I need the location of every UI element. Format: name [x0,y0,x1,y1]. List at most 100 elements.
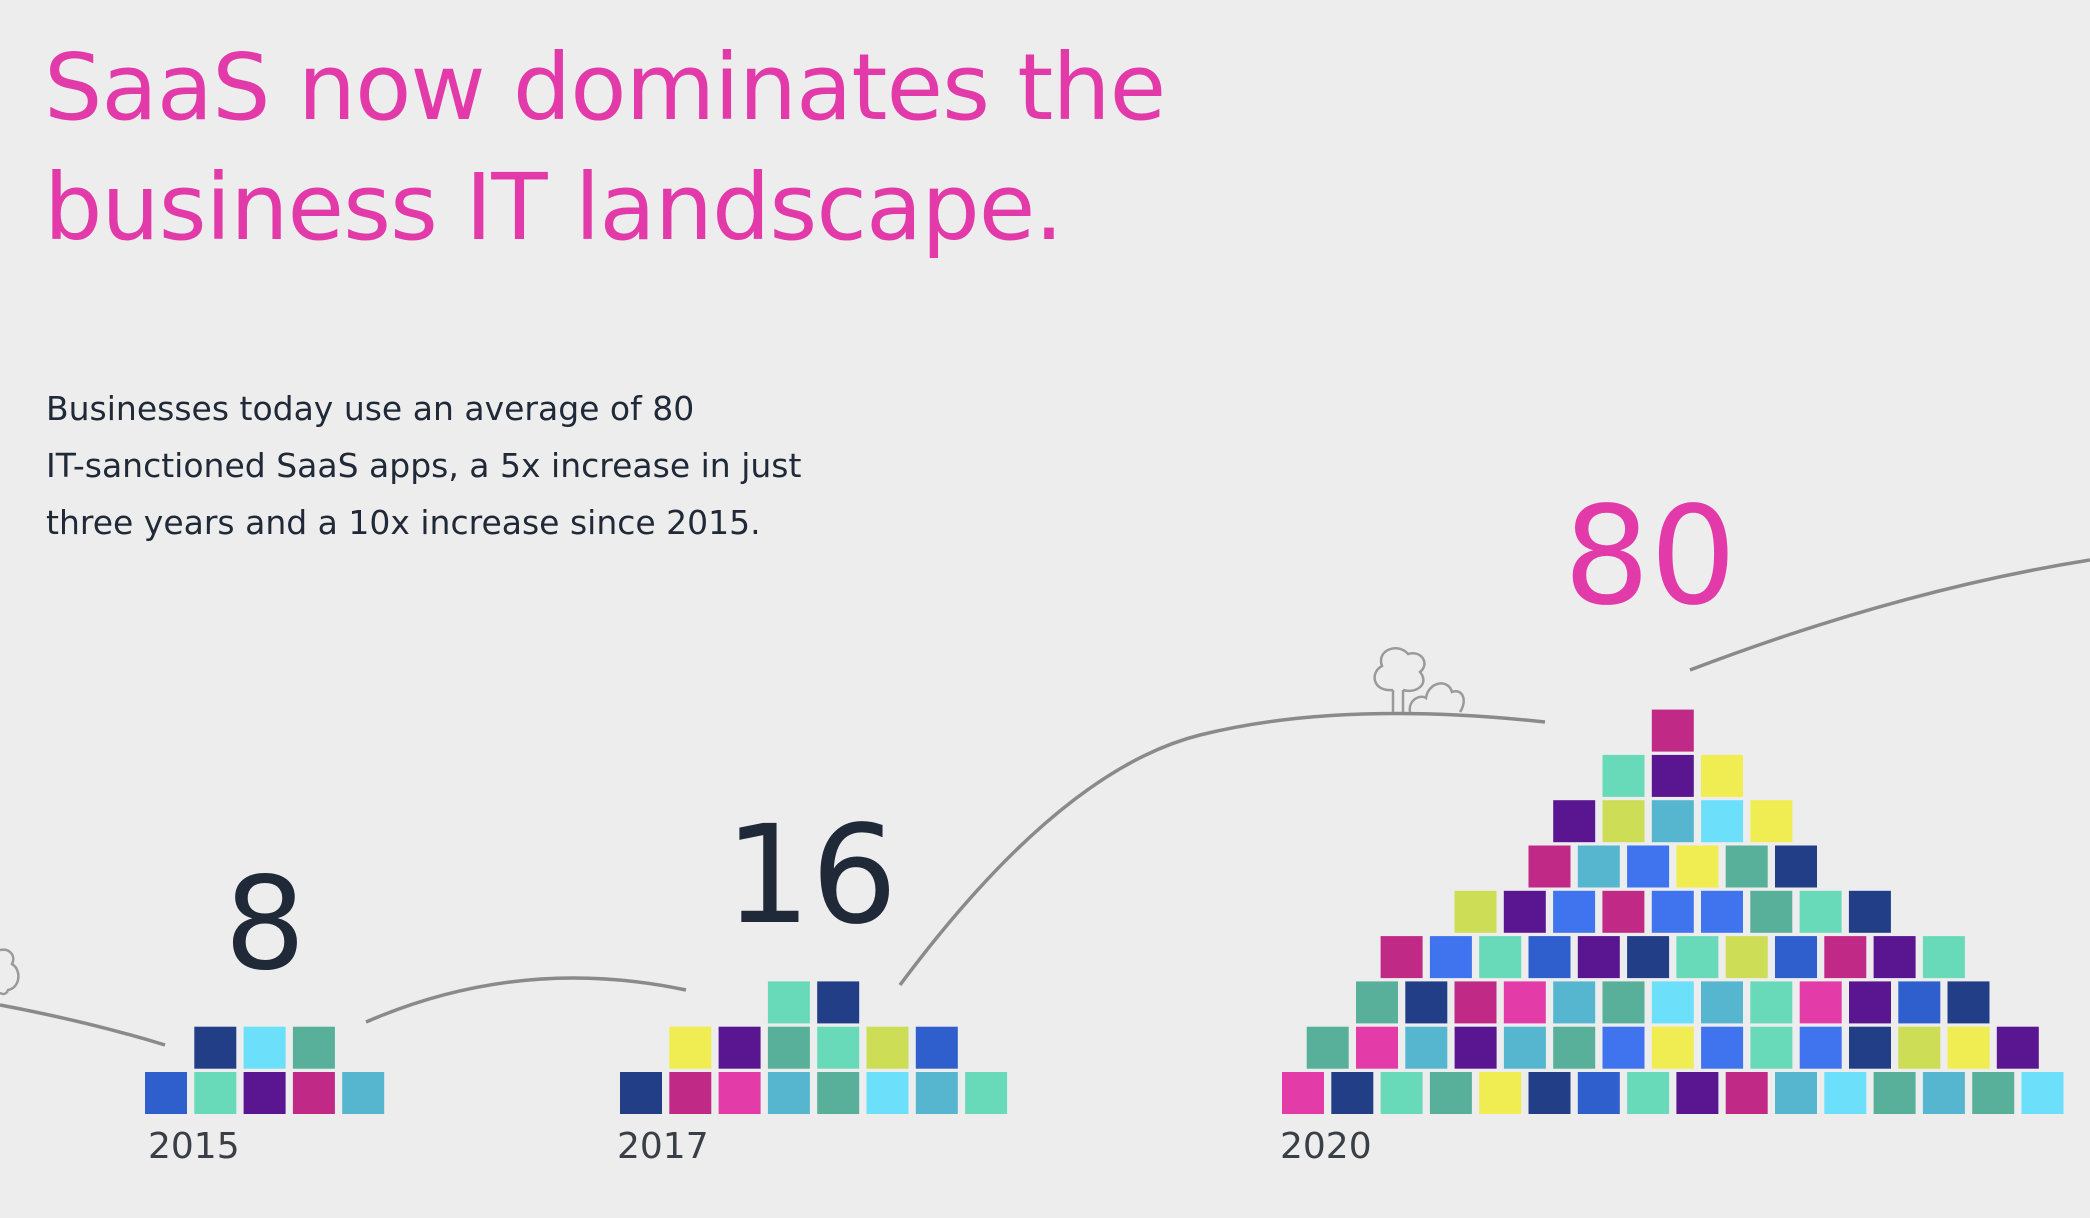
app-square [866,1072,909,1114]
app-square [1725,1072,1768,1114]
app-square [1528,936,1571,979]
tree-icon [1373,647,1426,712]
app-square [1503,890,1546,933]
app-square [1503,1026,1546,1069]
app-square [1996,1026,2039,1069]
app-square [1651,981,1694,1024]
app-square [1947,981,1990,1024]
app-stack-2020 [1282,709,2064,1114]
app-square [194,1026,237,1069]
app-square [1429,936,1472,979]
app-square [817,1026,860,1069]
app-square [1627,845,1670,888]
app-square [1725,936,1768,979]
app-square [1775,1072,1817,1114]
app-square [1799,890,1842,933]
app-square [194,1072,237,1114]
app-square [1503,981,1546,1024]
app-square [1824,936,1867,979]
app-square [1750,981,1793,1024]
app-square [1577,1072,1620,1114]
app-square [1701,754,1743,797]
app-square [1602,890,1645,933]
year-label-2017: 2017 [617,1126,709,1167]
app-square [669,1026,712,1069]
app-square [915,1072,958,1114]
app-square [669,1072,712,1114]
app-square [2021,1072,2064,1114]
app-square [1577,936,1620,979]
app-square [1651,800,1694,843]
app-square [1849,1026,1891,1069]
app-square [1898,1026,1941,1069]
app-square [1947,1026,1990,1069]
app-square [1602,981,1645,1024]
app-square [817,1072,860,1114]
app-square [1873,936,1916,979]
app-square [292,1072,335,1114]
app-square [1405,981,1448,1024]
app-square [1873,1072,1916,1114]
year-label-2015: 2015 [148,1126,240,1167]
value-label-2020: 80 [1563,478,1736,636]
app-square [1725,845,1768,888]
app-square [1651,890,1694,933]
app-square [1701,1026,1744,1069]
body-line-3: three years and a 10x increase since 201… [46,503,761,542]
app-square [1306,1026,1349,1069]
value-label-2017: 16 [724,797,897,955]
app-square [1429,1072,1472,1114]
app-square [1627,1072,1670,1114]
app-square [1701,800,1744,843]
app-square [1602,1026,1645,1069]
app-square [1331,1072,1374,1114]
headline-line-1: SaaS now dominates the [44,34,1166,141]
app-square [1553,800,1596,843]
app-stacks [145,709,2064,1114]
app-square [1848,890,1891,933]
app-square [1553,981,1596,1024]
app-square [718,1026,761,1069]
year-label-2020: 2020 [1280,1126,1372,1167]
headline: SaaS now dominates the business IT lands… [44,28,1166,268]
app-square [243,1026,286,1069]
app-square [1775,936,1817,979]
app-square [1528,845,1571,888]
app-square [1775,845,1817,888]
cloud-icon [0,948,20,996]
app-square [1651,709,1694,752]
app-square [965,1072,1008,1114]
app-square [342,1072,385,1114]
app-square [1356,981,1398,1024]
app-square [1676,1072,1719,1114]
value-labels: 8 16 80 [224,478,1736,999]
path-line-left [0,1003,166,1047]
app-square [145,1072,187,1114]
app-square [767,1072,810,1114]
app-stack-2017 [620,981,1008,1114]
app-square [1972,1072,2015,1114]
app-square [1553,890,1596,933]
app-square [1405,1026,1448,1069]
year-labels: 2015 2017 2020 [148,1126,1372,1167]
path-line-2015-2017 [365,976,687,1024]
app-square [1676,936,1719,979]
app-square [1454,890,1497,933]
app-square [1701,890,1743,933]
app-square [1479,936,1522,979]
body-line-2: IT-sanctioned SaaS apps, a 5x increase i… [46,446,802,485]
app-square [1824,1072,1867,1114]
app-square [1282,1072,1324,1114]
app-square [1849,981,1891,1024]
app-square [1479,1072,1522,1114]
app-square [1799,981,1842,1024]
app-square [1553,1026,1596,1069]
app-square [1922,1072,1965,1114]
app-square [767,1026,810,1069]
app-square [1356,1026,1398,1069]
app-square [1701,981,1743,1024]
app-square [767,981,810,1024]
body-text: Businesses today use an average of 80 IT… [46,380,801,551]
app-square [1602,800,1645,843]
app-square [1380,936,1423,979]
